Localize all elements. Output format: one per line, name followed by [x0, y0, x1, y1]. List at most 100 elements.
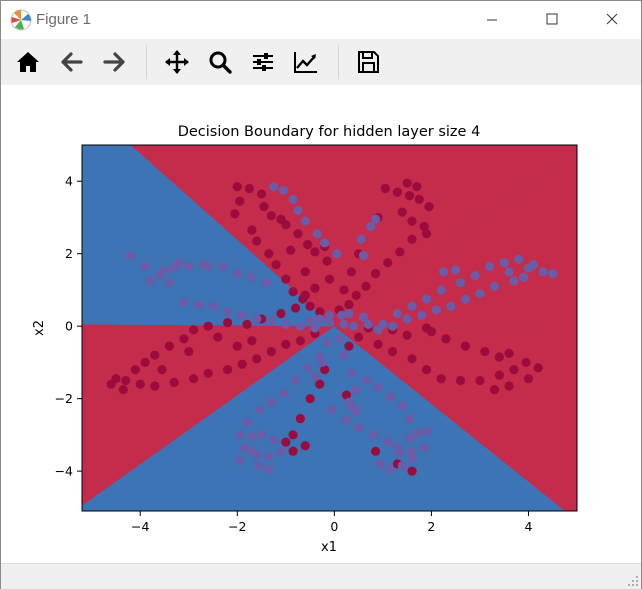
data-point-purple — [344, 308, 354, 319]
data-point-purple — [358, 250, 369, 261]
data-point-purple — [455, 278, 466, 288]
title-bar[interactable]: Figure 1 — [1, 1, 641, 39]
y-axis-ticks: 4 2 0 −2 −4 — [55, 174, 82, 479]
data-point-red — [475, 375, 485, 386]
data-point-purple — [332, 249, 342, 259]
data-point-red — [213, 332, 223, 342]
pan-button[interactable] — [163, 48, 191, 76]
data-point-red — [421, 229, 432, 239]
data-point-red — [460, 341, 470, 351]
data-point-red — [189, 374, 199, 384]
data-point-purple — [179, 298, 189, 308]
data-point-red — [397, 207, 407, 217]
data-point-purple — [256, 430, 267, 440]
data-point-purple — [334, 334, 344, 344]
data-point-purple — [324, 317, 335, 328]
data-point-red — [494, 370, 504, 380]
data-point-red — [281, 437, 291, 447]
data-point-red — [290, 303, 301, 313]
data-point-red — [419, 221, 429, 232]
configure-subplots-button[interactable] — [249, 48, 277, 76]
data-point-purple — [373, 383, 383, 393]
data-point-red — [320, 365, 330, 375]
data-point-purple — [305, 316, 315, 326]
data-point-red — [256, 189, 267, 199]
data-point-purple — [475, 288, 485, 299]
figure-canvas[interactable]: Decision Boundary for hidden layer size … — [1, 85, 641, 563]
data-point-purple — [421, 426, 432, 436]
data-point-red — [247, 336, 257, 346]
edit-axis-button[interactable] — [292, 48, 320, 76]
data-point-red — [407, 354, 417, 364]
data-point-red — [230, 209, 240, 219]
plot-frame — [81, 144, 578, 512]
data-point-red — [373, 339, 383, 349]
data-point-red — [533, 363, 543, 373]
data-point-purple — [145, 276, 155, 286]
data-point-purple — [281, 319, 291, 329]
data-point-red — [521, 357, 531, 368]
data-point-purple — [344, 397, 354, 407]
data-point-red — [157, 365, 167, 375]
zoom-button[interactable] — [206, 48, 234, 76]
data-point-red — [436, 374, 446, 384]
minimize-icon — [487, 19, 497, 21]
data-point-purple — [237, 310, 247, 320]
resize-grip-icon[interactable] — [627, 575, 639, 587]
back-button[interactable] — [58, 48, 86, 76]
red-region-1 — [334, 149, 577, 332]
data-point-red — [288, 287, 298, 297]
data-point-red — [426, 327, 437, 337]
data-point-red — [441, 334, 451, 344]
data-point-purple — [392, 442, 403, 453]
data-point-purple — [159, 265, 170, 275]
home-button[interactable] — [14, 48, 42, 76]
data-point-red — [222, 317, 233, 328]
close-button[interactable] — [589, 7, 635, 33]
data-point-purple — [269, 182, 279, 192]
y-axis-label: x2 — [32, 320, 47, 336]
matplotlib-app-icon — [10, 9, 32, 31]
data-point-red — [293, 229, 303, 239]
decision-boundary-chart[interactable]: Decision Boundary for hidden layer size … — [1, 85, 641, 563]
data-point-red — [383, 258, 393, 268]
data-point-red — [315, 307, 325, 317]
save-button[interactable] — [354, 48, 382, 76]
data-point-purple — [208, 301, 218, 311]
data-point-purple — [407, 446, 417, 456]
data-point-purple — [451, 265, 461, 275]
data-point-purple — [387, 321, 398, 331]
data-point-purple — [509, 276, 519, 286]
data-point-red — [244, 183, 255, 194]
maximize-button[interactable] — [529, 7, 575, 33]
data-point-purple — [276, 446, 286, 456]
data-point-purple — [417, 310, 427, 320]
data-point-red — [412, 182, 422, 192]
data-point-purple — [300, 216, 310, 226]
data-point-red — [288, 430, 298, 440]
data-point-purple — [375, 459, 386, 469]
data-point-red — [140, 357, 150, 368]
blue-region-0 — [82, 145, 335, 327]
save-floppy-icon — [358, 51, 379, 73]
data-point-purple — [310, 323, 320, 333]
data-point-red — [135, 379, 145, 389]
data-point-purple — [339, 319, 349, 329]
home-icon — [17, 52, 39, 72]
data-point-red — [281, 274, 291, 284]
data-point-purple — [315, 314, 325, 324]
decision-regions — [82, 145, 577, 511]
minimize-button[interactable] — [469, 7, 515, 33]
x-tick-label: −2 — [228, 519, 246, 534]
data-point-purple — [392, 308, 403, 319]
data-point-red — [232, 341, 242, 351]
data-point-red — [504, 348, 514, 358]
red-region-2 — [82, 324, 335, 506]
data-point-red — [118, 385, 128, 395]
data-point-purple — [519, 272, 529, 282]
data-point-purple — [264, 452, 274, 462]
x-axis-label: x1 — [321, 540, 337, 555]
data-point-red — [184, 346, 194, 357]
forward-button[interactable] — [100, 48, 128, 76]
